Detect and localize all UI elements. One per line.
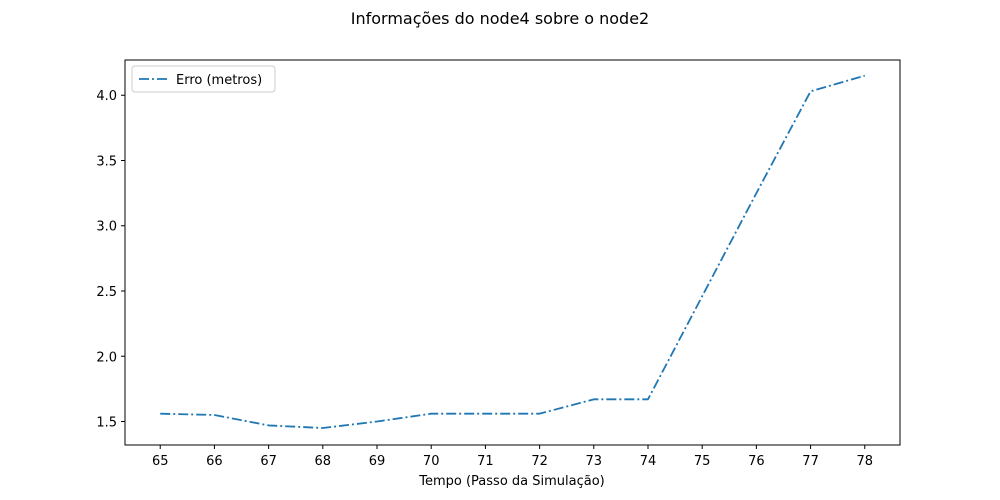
data-point bbox=[863, 74, 866, 77]
y-tick-label: 1.5 bbox=[96, 416, 117, 431]
x-tick-label: 73 bbox=[586, 454, 603, 469]
x-axis: 65 66 67 68 69 70 71 72 73 74 75 76 77 78 bbox=[152, 445, 873, 469]
x-tick-label: 68 bbox=[315, 454, 332, 469]
y-axis: 1.5 2.0 2.5 3.0 3.5 4.0 bbox=[96, 89, 125, 431]
y-tick-label: 2.5 bbox=[96, 285, 117, 300]
data-point bbox=[321, 427, 324, 430]
x-tick-label: 67 bbox=[260, 454, 277, 469]
x-tick-label: 66 bbox=[206, 454, 223, 469]
series-line bbox=[160, 74, 866, 429]
data-point bbox=[376, 420, 379, 423]
x-axis-label: Tempo (Passo da Simulação) bbox=[418, 474, 605, 489]
y-tick-label: 3.5 bbox=[96, 154, 117, 169]
y-tick-label: 4.0 bbox=[96, 89, 117, 104]
data-point bbox=[809, 90, 812, 93]
x-tick-label: 77 bbox=[802, 454, 819, 469]
data-point bbox=[484, 412, 487, 415]
x-tick-label: 78 bbox=[856, 454, 873, 469]
x-tick-label: 76 bbox=[748, 454, 765, 469]
data-point bbox=[213, 413, 216, 416]
x-tick-label: 71 bbox=[477, 454, 494, 469]
y-tick-label: 2.0 bbox=[96, 350, 117, 365]
legend-box bbox=[131, 65, 276, 93]
legend: Erro (metros) bbox=[131, 65, 276, 93]
data-point bbox=[267, 424, 270, 427]
data-point bbox=[701, 295, 704, 298]
data-point bbox=[646, 398, 649, 401]
data-point bbox=[592, 398, 595, 401]
y-tick-label: 3.0 bbox=[96, 220, 117, 235]
data-point bbox=[755, 192, 758, 195]
data-point bbox=[538, 412, 541, 415]
series-layer bbox=[159, 74, 866, 430]
data-point bbox=[430, 412, 433, 415]
x-tick-label: 74 bbox=[640, 454, 657, 469]
chart-title: Informações do node4 sobre o node2 bbox=[351, 9, 649, 28]
x-tick-label: 65 bbox=[152, 454, 169, 469]
x-tick-label: 69 bbox=[369, 454, 386, 469]
x-tick-label: 75 bbox=[694, 454, 711, 469]
plot-frame bbox=[124, 59, 901, 446]
x-tick-label: 72 bbox=[531, 454, 548, 469]
data-point bbox=[159, 412, 162, 415]
x-tick-label: 70 bbox=[423, 454, 440, 469]
legend-label: Erro (metros) bbox=[176, 73, 262, 88]
